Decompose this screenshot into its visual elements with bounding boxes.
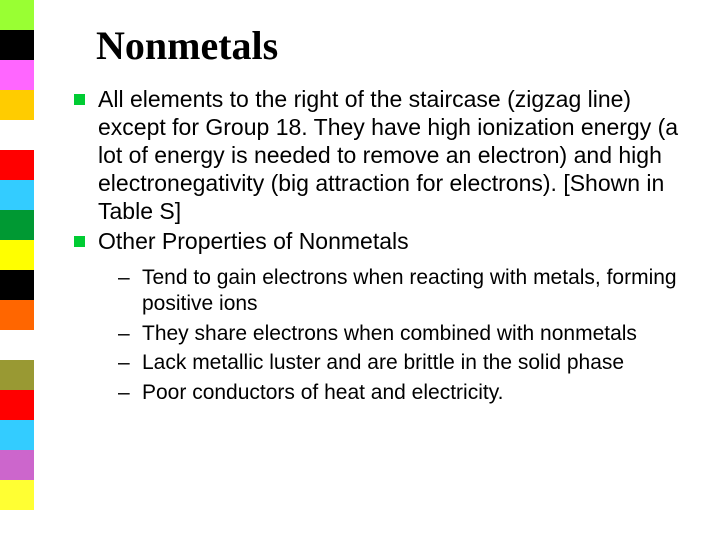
colorbar-segment [0, 150, 34, 180]
bullet-text: All elements to the right of the stairca… [98, 86, 678, 224]
dash-icon: – [118, 265, 130, 291]
page-title: Nonmetals [96, 22, 700, 69]
dash-icon: – [118, 350, 130, 376]
list-item: – Poor conductors of heat and electricit… [118, 380, 700, 406]
colorbar-segment [0, 420, 34, 450]
colorbar-segment [0, 450, 34, 480]
colorbar-segment [0, 120, 34, 150]
decorative-colorbar [0, 0, 34, 540]
main-bullet-list: All elements to the right of the stairca… [68, 85, 700, 255]
bullet-text: Other Properties of Nonmetals [98, 228, 409, 254]
sub-bullet-text: Lack metallic luster and are brittle in … [142, 351, 624, 374]
colorbar-segment [0, 480, 34, 510]
colorbar-segment [0, 270, 34, 300]
colorbar-segment [0, 180, 34, 210]
colorbar-segment [0, 60, 34, 90]
colorbar-segment [0, 210, 34, 240]
colorbar-segment [0, 30, 34, 60]
sub-bullet-text: They share electrons when combined with … [142, 322, 637, 345]
list-item: – Tend to gain electrons when reacting w… [118, 265, 700, 316]
colorbar-segment [0, 360, 34, 390]
colorbar-segment [0, 510, 34, 540]
colorbar-segment [0, 390, 34, 420]
list-item: All elements to the right of the stairca… [68, 85, 700, 225]
list-item: – They share electrons when combined wit… [118, 321, 700, 347]
sub-bullet-text: Poor conductors of heat and electricity. [142, 381, 503, 404]
colorbar-segment [0, 330, 34, 360]
sub-bullet-text: Tend to gain electrons when reacting wit… [142, 266, 677, 315]
list-item: Other Properties of Nonmetals [68, 227, 700, 255]
dash-icon: – [118, 321, 130, 347]
colorbar-segment [0, 300, 34, 330]
square-bullet-icon [74, 236, 85, 247]
sub-bullet-list: – Tend to gain electrons when reacting w… [118, 265, 700, 405]
dash-icon: – [118, 380, 130, 406]
slide-content: Nonmetals All elements to the right of t… [90, 22, 700, 409]
colorbar-segment [0, 0, 34, 30]
colorbar-segment [0, 90, 34, 120]
colorbar-segment [0, 240, 34, 270]
square-bullet-icon [74, 94, 85, 105]
list-item: – Lack metallic luster and are brittle i… [118, 350, 700, 376]
